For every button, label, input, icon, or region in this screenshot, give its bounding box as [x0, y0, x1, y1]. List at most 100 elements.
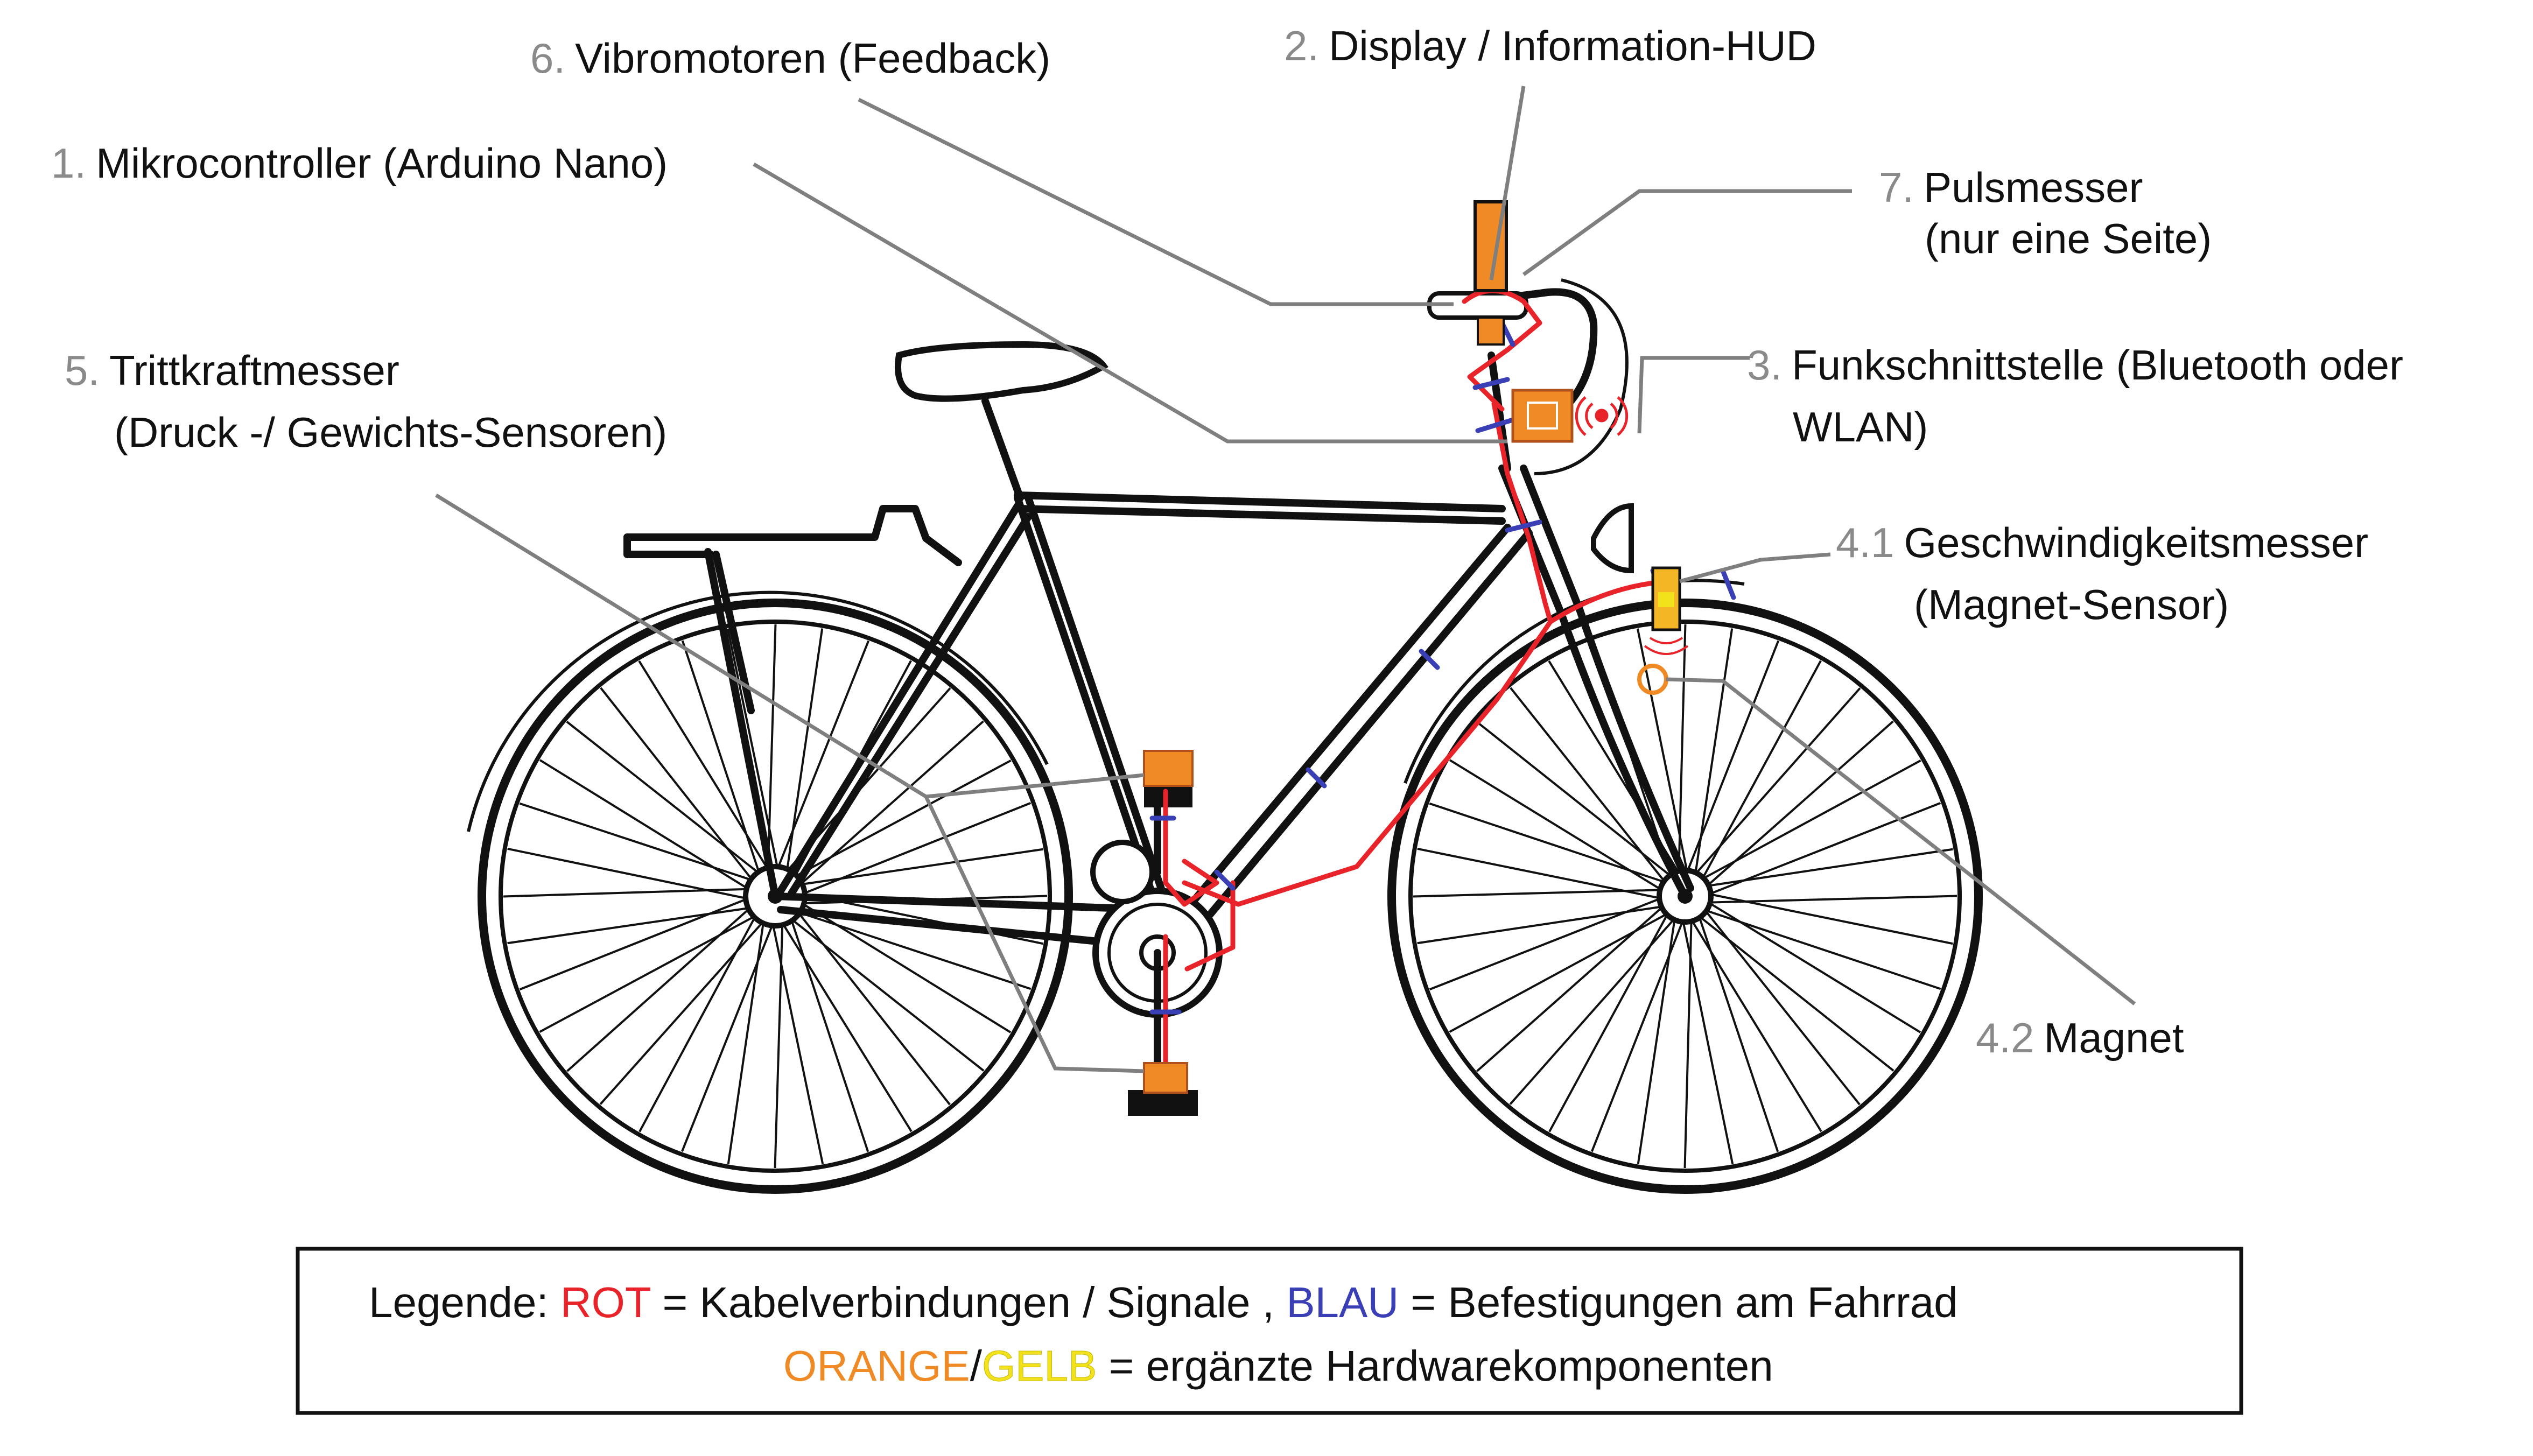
spoke	[774, 916, 784, 1169]
pedal-bottom	[1128, 1090, 1198, 1116]
spoke	[1699, 660, 1822, 885]
spoke	[1548, 908, 1672, 1133]
spoke	[778, 917, 913, 1133]
spoke	[1476, 902, 1668, 1072]
pedal-sensor-top	[1143, 750, 1194, 787]
label-text: Display / Information-HUD	[1329, 22, 1816, 69]
spoke	[788, 912, 869, 1152]
legend-blau-desc: = Befestigungen am Fahrrad	[1399, 1278, 1957, 1326]
spoke	[1687, 914, 1822, 1133]
spoke	[599, 916, 769, 1105]
spoke	[793, 906, 951, 1106]
label-text-line2: WLAN)	[1793, 403, 1928, 451]
label-number: 3.	[1747, 341, 1782, 389]
spoke	[519, 802, 759, 884]
spoke	[681, 640, 763, 880]
label-number: 4.1	[1836, 519, 1894, 566]
label-mikrocontroller: 1. Mikrocontroller (Arduino Nano)	[51, 139, 668, 187]
spoke	[507, 906, 757, 945]
spoke	[1683, 913, 1693, 1169]
spoke	[566, 903, 756, 1072]
sensor-waves-icon	[1644, 637, 1689, 655]
legend-blau: BLAU	[1286, 1278, 1399, 1326]
spoke	[1476, 721, 1676, 881]
label-text: Geschwindigkeitsmesser	[1904, 519, 2368, 566]
spoke	[1684, 640, 1780, 878]
pedal-top	[1144, 786, 1192, 807]
bicycle-illustration	[467, 278, 1983, 1194]
spoke	[680, 917, 776, 1152]
label-number: 1.	[51, 139, 86, 187]
label-text: Funkschnittstelle (Bluetooth oder	[1792, 341, 2403, 389]
label-display: 2. Display / Information-HUD	[1284, 22, 1816, 69]
spoke	[566, 721, 766, 878]
label-number: 7.	[1879, 164, 1914, 211]
spoke	[1702, 720, 1894, 891]
pedal-sensor-bottom	[1143, 1062, 1188, 1094]
spoke	[1703, 891, 1953, 945]
spoke	[1694, 911, 1895, 1072]
label-number: 5.	[65, 347, 100, 394]
spoke	[1703, 898, 1921, 1033]
legend-slash: /	[970, 1342, 983, 1390]
spoke	[1690, 687, 1861, 880]
hardware-components	[1143, 200, 1689, 1094]
spoke	[503, 888, 755, 898]
legend-gelb: GELB	[982, 1342, 1097, 1390]
spoke	[1417, 904, 1669, 945]
spoke	[794, 848, 1043, 887]
spoke	[774, 640, 870, 875]
spoke	[796, 801, 1032, 897]
svg-text:3.Funkschnittstelle (Bluetooth: 3. Funkschnittstelle (Bluetooth oder	[1747, 341, 2403, 389]
label-geschwindigkeitsmesser: 4.1 Geschwindigkeitsmesser (Magnet-Sensor…	[1836, 519, 2368, 628]
svg-text:5.Trittkraftmesser: 5. Trittkraftmesser	[65, 347, 399, 394]
label-text: Magnet	[2044, 1014, 2184, 1061]
spoke	[1678, 624, 1687, 879]
legend-rot: ROT	[560, 1278, 651, 1326]
spoke	[1701, 848, 1953, 888]
microcontroller-chip	[1511, 389, 1574, 443]
spoke	[600, 687, 757, 887]
spoke	[1696, 759, 1921, 883]
svg-text:2.Display / Information-HUD: 2. Display / Information-HUD	[1284, 22, 1816, 69]
svg-text:6.Vibromotoren (Feedback): 6. Vibromotoren (Feedback)	[530, 34, 1050, 82]
spoke	[1680, 915, 1734, 1164]
magnet-ring	[1637, 664, 1668, 695]
svg-text:7.Pulsmesser: 7. Pulsmesser	[1879, 164, 2143, 211]
label-text: Mikrocontroller (Arduino Nano)	[96, 139, 668, 187]
spoke	[507, 847, 755, 901]
label-vibromotoren: 6. Vibromotoren (Feedback)	[530, 34, 1050, 82]
label-text-line2: (Druck -/ Gewichts-Sensoren)	[114, 409, 667, 456]
saddle	[895, 341, 1108, 402]
rear-mudguard	[467, 590, 1049, 832]
legend-orange: ORANGE	[783, 1342, 970, 1390]
spoke	[788, 759, 1012, 881]
spoke	[796, 899, 1012, 1033]
spoke	[770, 917, 824, 1164]
legend-rot-desc: = Kabelverbindungen / Signale ,	[650, 1278, 1286, 1326]
spoke	[727, 915, 766, 1164]
spoke	[1449, 910, 1674, 1033]
display-mount	[1477, 316, 1505, 346]
legend-line-1: Legende: ROT = Kabelverbindungen / Signa…	[369, 1278, 1958, 1326]
label-funkschnittstelle: 3. Funkschnittstelle (Bluetooth oder WLAN…	[1747, 341, 2403, 451]
spoke	[726, 628, 780, 876]
spoke	[1417, 847, 1667, 901]
label-trittkraftmesser: 5. Trittkraftmesser (Druck -/ Gewichts-Se…	[65, 347, 667, 456]
radio-waves-icon	[1575, 396, 1629, 436]
label-number: 4.2	[1976, 1014, 2034, 1061]
label-magnet: 4.2 Magnet	[1976, 1014, 2184, 1061]
spoke	[1703, 801, 1941, 897]
label-text-line2: (nur eine Seite)	[1925, 215, 2212, 262]
spoke	[767, 624, 777, 876]
spoke	[1429, 802, 1671, 885]
rear-rack	[623, 505, 962, 900]
spoke	[539, 759, 755, 894]
label-text-line2: (Magnet-Sensor)	[1914, 581, 2229, 628]
spoke	[1699, 907, 1941, 990]
spoke	[1637, 912, 1677, 1164]
legend-line-2: ORANGE/GELB = ergänzte Hardwarekomponent…	[783, 1342, 1773, 1390]
label-pulsmesser: 7. Pulsmesser (nur eine Seite)	[1879, 164, 2212, 262]
